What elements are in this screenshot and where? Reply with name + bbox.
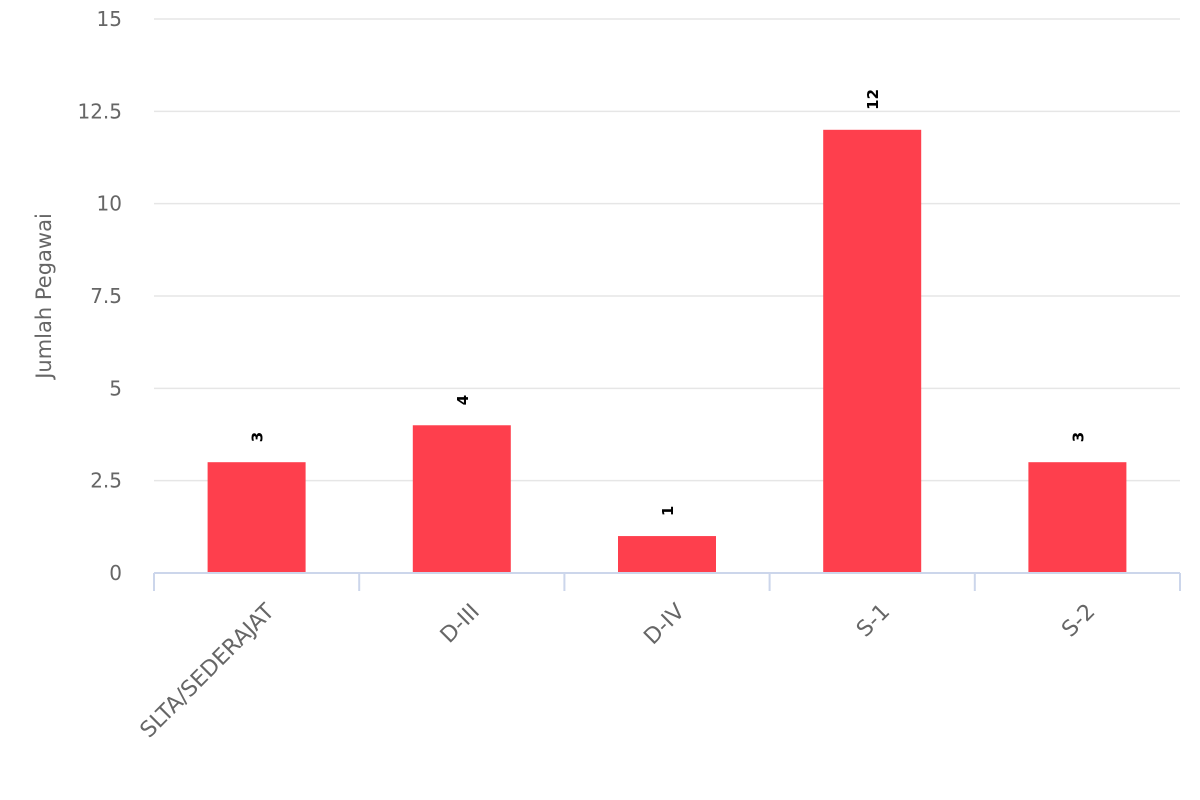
data-label: 4 [454,395,472,405]
data-labels: 3 4 1 12 3 [249,89,1088,516]
bar [823,129,922,574]
data-label: 1 [659,506,677,516]
y-tick-label: 12.5 [77,99,122,123]
y-tick-label: 2.5 [90,469,122,493]
y-tick-label: 0 [109,561,122,585]
y-tick-label: 5 [109,376,122,400]
x-tick-label: D-III [436,599,485,648]
bars [207,129,1127,574]
bar [207,462,306,573]
x-tick-label: D-IV [639,599,690,650]
y-tick-label: 10 [97,192,122,216]
data-label: 3 [1069,432,1087,442]
bar [1028,462,1127,573]
bar [412,425,511,573]
x-axis: SLTA/SEDERAJAT D-III D-IV S-1 S-2 [136,572,1181,743]
data-label: 12 [864,89,882,110]
x-tick-label: S-1 [852,599,895,642]
y-axis-label: Jumlah Pegawai [32,213,56,381]
data-label: 3 [249,432,267,442]
x-tick-label: SLTA/SEDERAJAT [136,599,280,743]
bar [618,536,716,573]
x-tick-label: S-2 [1057,599,1100,642]
y-axis-ticks: 0 2.5 5 7.5 10 12.5 15 [77,7,122,585]
y-tick-label: 7.5 [90,284,122,308]
y-tick-label: 15 [97,7,122,31]
gridlines [154,18,1180,482]
